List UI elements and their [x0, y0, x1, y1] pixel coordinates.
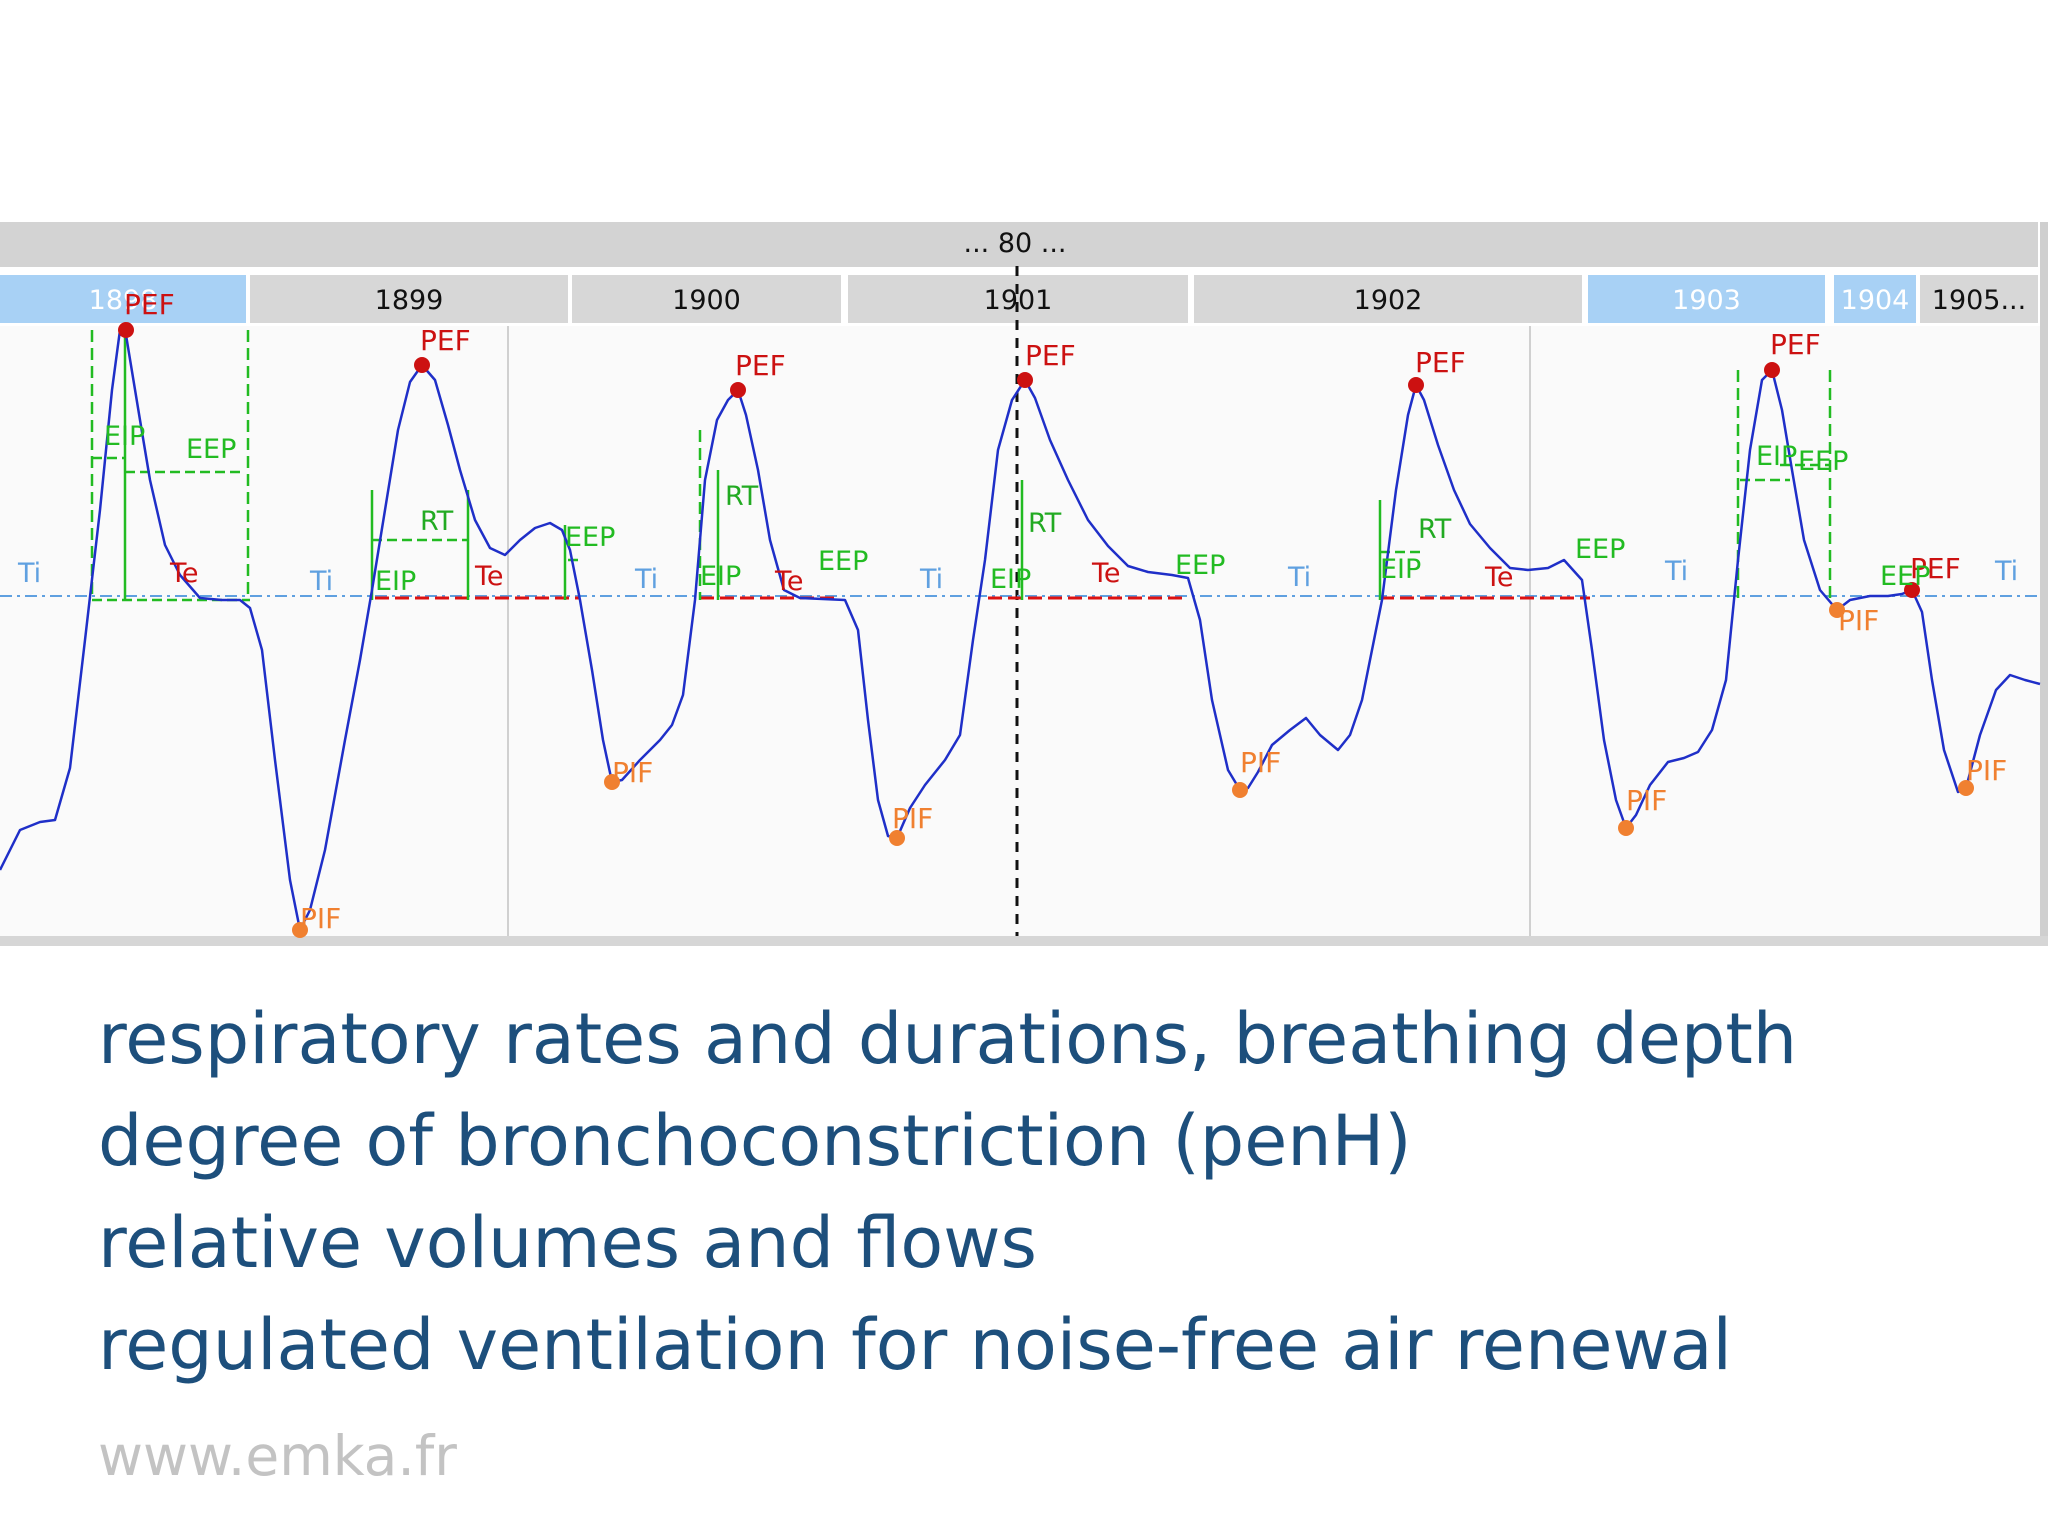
end-inspiratory-pause-label: EIP [375, 566, 416, 597]
pef-point[interactable] [118, 322, 134, 338]
relaxation-time-label: RT [1418, 514, 1452, 545]
end-expiratory-pause-label: EEP [1798, 446, 1848, 477]
end-expiratory-pause-label: EEP [818, 546, 868, 577]
pef-point[interactable] [1904, 582, 1920, 598]
peak-expiratory-flow-label: PEF [124, 288, 175, 321]
cycle-tab-label: 1899 [375, 285, 444, 316]
relaxation-time-label: RT [725, 481, 759, 512]
peak-inspiratory-flow-label: PIF [300, 902, 341, 935]
relaxation-time-label: RT [420, 506, 454, 537]
peak-expiratory-flow-label: PEF [1770, 328, 1821, 361]
cycle-tab-1902[interactable] [1194, 275, 1582, 323]
expiration-time-label: Te [474, 561, 504, 592]
pif-point[interactable] [604, 774, 620, 790]
pef-point[interactable] [414, 357, 430, 373]
cycle-tab-1899[interactable] [250, 275, 568, 323]
end-expiratory-pause-label: EEP [1880, 561, 1930, 592]
cycle-tab-1901[interactable] [848, 275, 1188, 323]
window-count-label: ... 80 ... [963, 228, 1066, 259]
inspiration-time-label: Ti [634, 564, 658, 595]
respiratory-trace-window: ... 80 ... 1898 1899 1900 1901 1902 1903 1904 1… [0, 222, 2048, 946]
peak-inspiratory-flow-label: PIF [1240, 746, 1281, 779]
feature-item: relative volumes and flows [98, 1202, 1037, 1284]
expiration-time-label: Te [774, 566, 804, 597]
feature-item: degree of bronchoconstriction (penH) [98, 1100, 1412, 1182]
feature-item: regulated ventilation for noise-free air… [98, 1304, 1732, 1386]
flow-trace [0, 328, 2041, 932]
end-expiratory-pause-label: EEP [1575, 534, 1625, 565]
cycle-tab-label: 1898 [89, 285, 158, 316]
end-expiratory-pause-label: EEP [186, 434, 236, 465]
pif-point[interactable] [1958, 780, 1974, 796]
end-expiratory-pause-label: EEP [1175, 550, 1225, 581]
respiratory-trace-svg: ... 80 ... 1898 1899 1900 1901 1902 1903 1904 1… [0, 222, 2048, 946]
plot-area [0, 326, 2044, 936]
pif-point[interactable] [1232, 782, 1248, 798]
pef-point[interactable] [1017, 372, 1033, 388]
peak-inspiratory-flow-label: PIF [1966, 754, 2007, 787]
cycle-tab-label: 1905... [1932, 285, 2026, 316]
end-expiratory-pause-label: EEP [565, 522, 615, 553]
end-inspiratory-pause-label: EIP [1756, 441, 1797, 472]
expiration-time-label: Te [1484, 562, 1514, 593]
pif-point[interactable] [1829, 602, 1845, 618]
end-inspiratory-pause-label: EIP [104, 421, 145, 452]
cycle-tab-label: 1902 [1354, 285, 1423, 316]
peak-inspiratory-flow-label: PIF [892, 802, 933, 835]
peak-expiratory-flow-label: PEF [420, 324, 471, 357]
end-inspiratory-pause-label: EIP [990, 564, 1031, 595]
inspiration-time-label: Ti [17, 558, 41, 589]
peak-expiratory-flow-label: PEF [1415, 346, 1466, 379]
cycle-tab-label: 1903 [1672, 285, 1741, 316]
relaxation-time-label: RT [1028, 508, 1062, 539]
pif-point[interactable] [292, 922, 308, 938]
peak-expiratory-flow-label: PEF [1025, 339, 1076, 372]
website-url[interactable]: www.emka.fr [98, 1424, 457, 1488]
pif-point[interactable] [889, 830, 905, 846]
peak-inspiratory-flow-label: PIF [1626, 784, 1667, 817]
cycle-tab-1900[interactable] [572, 275, 841, 323]
inspiration-time-label: Ti [1287, 562, 1311, 593]
cycle-tab-1904[interactable] [1834, 275, 1916, 323]
inspiration-time-label: Ti [919, 564, 943, 595]
expiration-time-label: Te [169, 558, 199, 589]
peak-expiratory-flow-label: PEF [735, 349, 786, 382]
peak-inspiratory-flow-label: PIF [1838, 604, 1879, 637]
cycle-tab-label: 1904 [1841, 285, 1910, 316]
inspiration-time-label: Ti [1664, 556, 1688, 587]
cycle-tab-1898[interactable] [0, 275, 246, 323]
peak-inspiratory-flow-label: PIF [612, 756, 653, 789]
pef-point[interactable] [1408, 377, 1424, 393]
plot-right-border [2040, 222, 2048, 938]
peak-expiratory-flow-label: PEF [1910, 552, 1961, 585]
cycle-tab-label: 1900 [672, 285, 741, 316]
pef-point[interactable] [730, 382, 746, 398]
pef-point[interactable] [1764, 362, 1780, 378]
pif-point[interactable] [1618, 820, 1634, 836]
cycle-tab-1903[interactable] [1588, 275, 1825, 323]
end-inspiratory-pause-label: EIP [1380, 554, 1421, 585]
cycle-tab-1905[interactable] [1920, 275, 2038, 323]
plot-bottom-border [0, 936, 2048, 946]
inspiration-time-label: Ti [309, 566, 333, 597]
expiration-time-label: Te [1091, 558, 1121, 589]
window-top-bar [0, 222, 2038, 267]
inspiration-time-label: Ti [1994, 556, 2018, 587]
feature-item: respiratory rates and durations, breathi… [98, 998, 1798, 1080]
end-inspiratory-pause-label: EIP [700, 561, 741, 592]
feature-list: respiratory rates and durations, breathi… [98, 988, 1797, 1396]
